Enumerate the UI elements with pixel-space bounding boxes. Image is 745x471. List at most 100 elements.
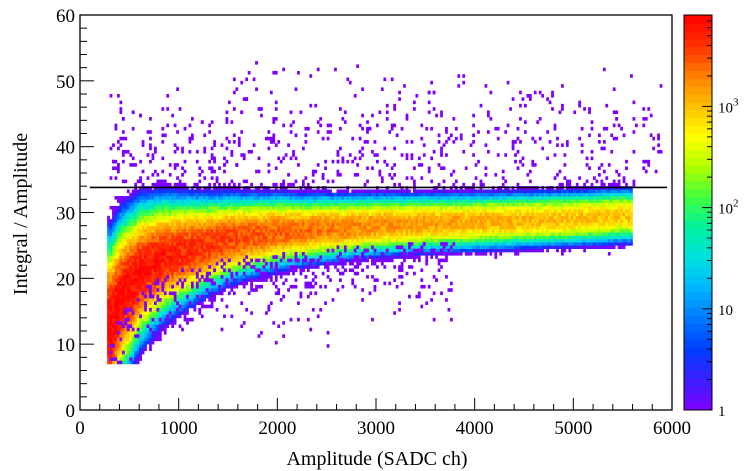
heatmap-cell [450, 205, 453, 210]
heatmap-cell [191, 252, 194, 256]
heatmap-cell [193, 278, 197, 282]
heatmap-cell [351, 196, 355, 200]
heatmap-cell [186, 317, 189, 322]
heatmap-cell [168, 252, 172, 256]
heatmap-cell [331, 232, 335, 236]
heatmap-cell [136, 228, 140, 233]
heatmap-cell [445, 215, 448, 220]
heatmap-cell [304, 196, 308, 200]
heatmap-cell [388, 205, 392, 210]
heatmap-cell [117, 242, 120, 246]
heatmap-cell [363, 242, 367, 246]
heatmap-cell [156, 245, 160, 250]
heatmap-cell [348, 199, 352, 203]
heatmap-cell [297, 189, 300, 194]
heatmap-cell [272, 205, 276, 210]
heatmap-cell [232, 255, 236, 259]
heatmap-cell [208, 245, 212, 250]
heatmap-cell [134, 288, 138, 292]
heatmap-cell [146, 298, 150, 302]
heatmap-cell [139, 209, 142, 213]
heatmap-cell [124, 278, 128, 282]
heatmap-cell [388, 196, 392, 200]
heatmap-cell [181, 301, 184, 305]
heatmap-cell [171, 235, 175, 240]
heatmap-cell [272, 268, 276, 273]
heatmap-cell [173, 255, 177, 259]
heatmap-cell [302, 232, 305, 236]
heatmap-cell [168, 255, 172, 259]
heatmap-cell [501, 212, 505, 217]
heatmap-cell [129, 222, 133, 226]
heatmap-cell [119, 278, 123, 282]
heatmap-cell [388, 232, 392, 236]
heatmap-cell [408, 209, 411, 213]
heatmap-cell [119, 261, 123, 266]
heatmap-cell [178, 192, 182, 197]
heatmap-cell [146, 291, 150, 296]
heatmap-cell [163, 314, 167, 319]
heatmap-cell [144, 196, 147, 200]
heatmap-cell [358, 255, 362, 259]
heatmap-cell [316, 222, 320, 226]
heatmap-cell [181, 255, 184, 259]
heatmap-cell [427, 222, 431, 226]
heatmap-cell [469, 235, 473, 240]
heatmap-cell [173, 212, 177, 217]
heatmap-cell [464, 199, 468, 203]
heatmap-cell [124, 225, 128, 230]
heatmap-cell [385, 199, 389, 203]
heatmap-cell [205, 235, 209, 240]
heatmap-cell [183, 242, 187, 246]
heatmap-cell [114, 222, 118, 226]
heatmap-cell [316, 225, 320, 230]
heatmap-cell [435, 199, 438, 203]
heatmap-cell [334, 225, 337, 230]
heatmap-cell [294, 202, 298, 207]
heatmap-cell [380, 238, 384, 243]
heatmap-cell [129, 255, 133, 259]
heatmap-cell [311, 228, 315, 233]
heatmap-cell [136, 248, 140, 253]
heatmap-cell [521, 235, 525, 240]
heatmap-cell [240, 202, 244, 207]
heatmap-cell [205, 258, 209, 263]
heatmap-cell [114, 314, 118, 319]
heatmap-cell [388, 189, 392, 194]
heatmap-cell [112, 265, 115, 269]
heatmap-cell [435, 212, 438, 217]
heatmap-cell [292, 196, 295, 200]
heatmap-cell [149, 347, 152, 352]
heatmap-cell [341, 199, 345, 203]
heatmap-cell [181, 189, 184, 194]
heatmap-cell [119, 294, 123, 299]
heatmap-cell [265, 215, 268, 220]
heatmap-cell [324, 255, 327, 259]
heatmap-cell [154, 317, 157, 322]
heatmap-cell [284, 248, 288, 253]
heatmap-cell [504, 189, 508, 194]
heatmap-cell [363, 205, 367, 210]
heatmap-cell [242, 215, 246, 220]
heatmap-cell [141, 228, 145, 233]
heatmap-cell [119, 327, 123, 332]
heatmap-cell [289, 189, 293, 194]
heatmap-cell [168, 196, 172, 200]
heatmap-cell [232, 192, 236, 197]
heatmap-cell [158, 199, 162, 203]
heatmap-cell [309, 255, 313, 259]
heatmap-cell [494, 205, 498, 210]
heatmap-cell [119, 271, 123, 276]
heatmap-cell [491, 232, 495, 236]
heatmap-cell [205, 212, 209, 217]
heatmap-cell [129, 248, 133, 253]
heatmap-cell [262, 199, 266, 203]
heatmap-cell [417, 252, 421, 256]
heatmap-cell [302, 189, 305, 194]
heatmap-cell [198, 294, 202, 299]
heatmap-cell [279, 215, 283, 220]
heatmap-cell [462, 189, 466, 194]
heatmap-cell [255, 212, 258, 217]
heatmap-cell [198, 212, 202, 217]
heatmap-cell [339, 189, 342, 194]
